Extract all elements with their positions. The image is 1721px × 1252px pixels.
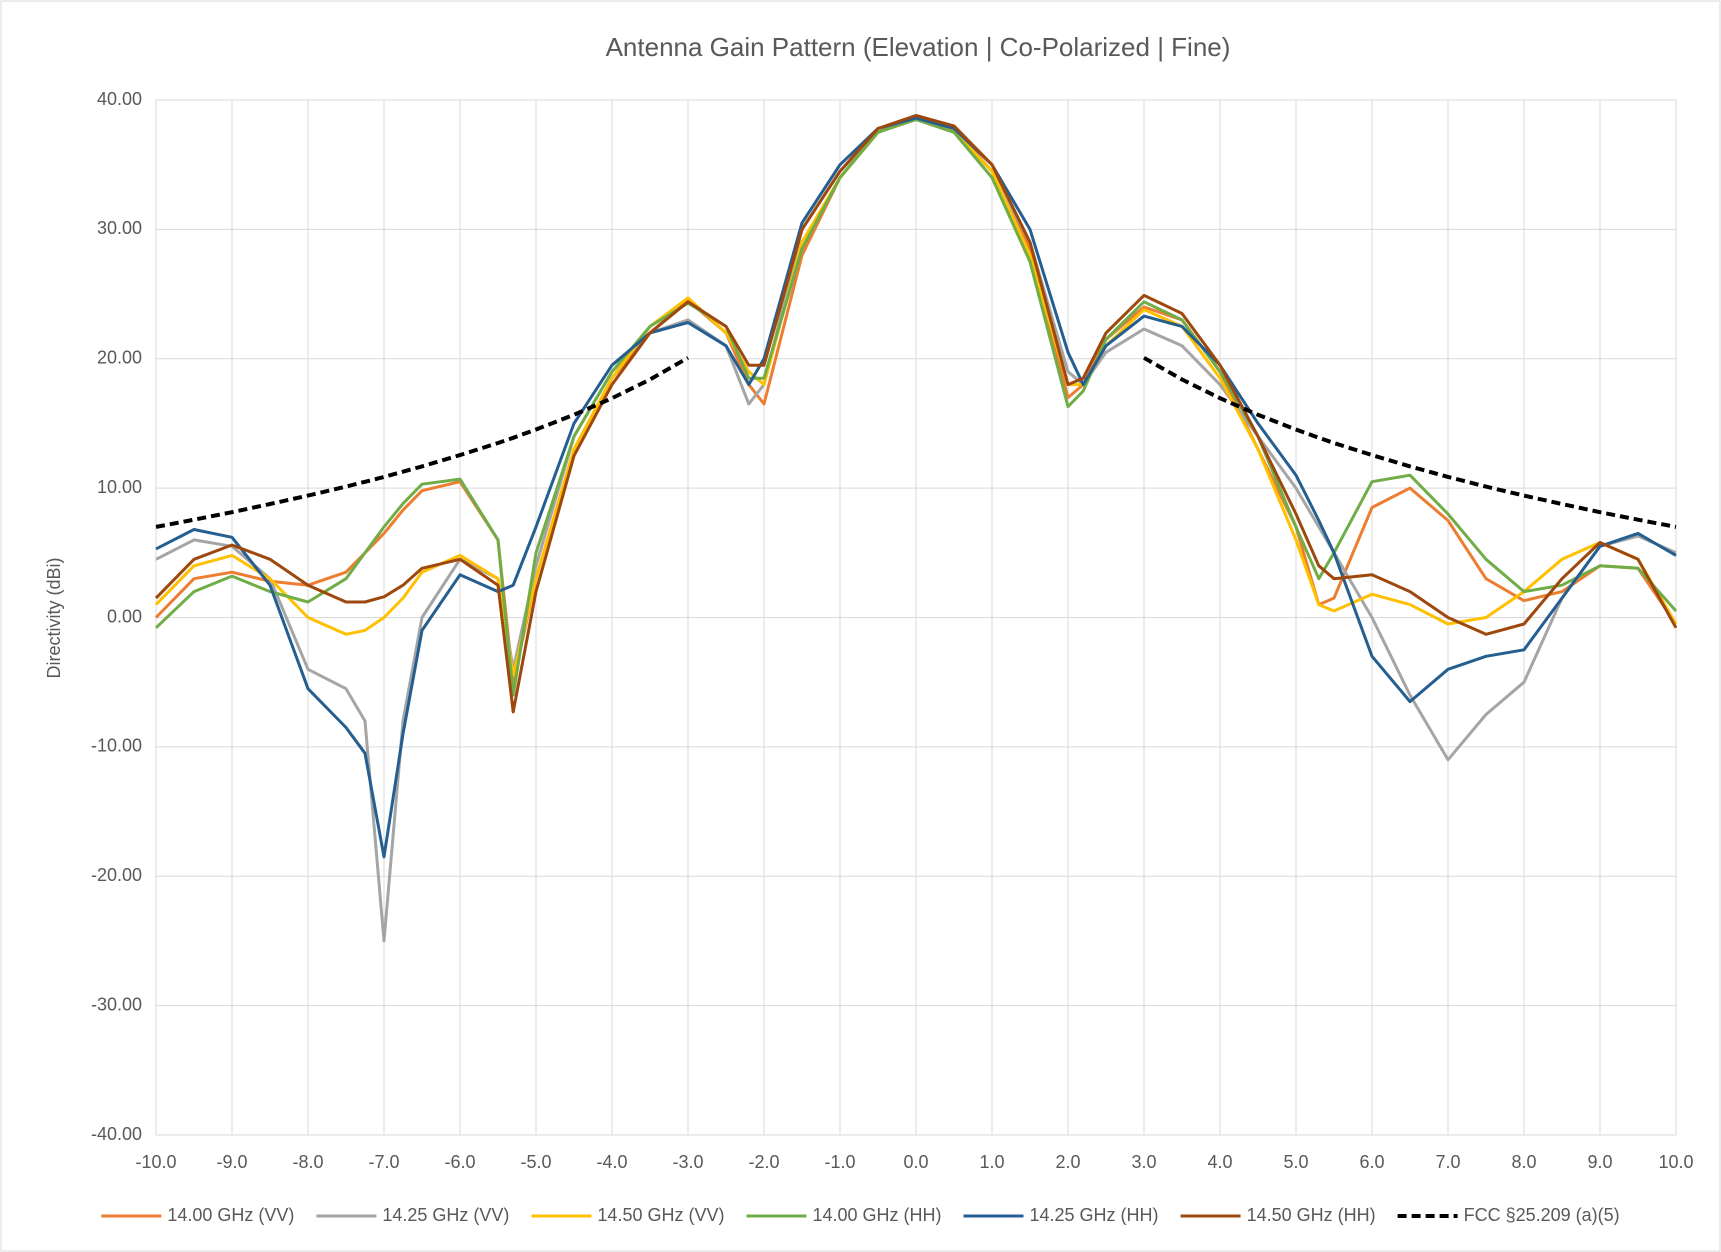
x-tick-label: -9.0 bbox=[216, 1152, 247, 1172]
y-tick-label: 40.00 bbox=[97, 89, 142, 109]
series-line bbox=[154, 117, 1678, 697]
y-tick-label: 20.00 bbox=[97, 348, 142, 368]
x-tick-label: 5.0 bbox=[1283, 1152, 1308, 1172]
y-tick-label: 30.00 bbox=[97, 218, 142, 238]
x-tick-label: 6.0 bbox=[1359, 1152, 1384, 1172]
x-tick-label: -7.0 bbox=[368, 1152, 399, 1172]
legend-label: FCC §25.209 (a)(5) bbox=[1464, 1205, 1620, 1225]
x-tick-label: 1.0 bbox=[979, 1152, 1004, 1172]
x-tick-label: 9.0 bbox=[1587, 1152, 1612, 1172]
legend-label: 14.50 GHz (VV) bbox=[597, 1205, 724, 1225]
x-tick-label: 7.0 bbox=[1435, 1152, 1460, 1172]
x-tick-label: 4.0 bbox=[1207, 1152, 1232, 1172]
chart-title: Antenna Gain Pattern (Elevation | Co-Pol… bbox=[606, 32, 1231, 62]
x-tick-label: -2.0 bbox=[748, 1152, 779, 1172]
y-tick-label: 10.00 bbox=[97, 477, 142, 497]
x-tick-label: -8.0 bbox=[292, 1152, 323, 1172]
x-tick-label: -1.0 bbox=[824, 1152, 855, 1172]
x-tick-label: 10.0 bbox=[1658, 1152, 1693, 1172]
x-tick-label: 0.0 bbox=[903, 1152, 928, 1172]
x-tick-label: -10.0 bbox=[135, 1152, 176, 1172]
x-tick-label: -5.0 bbox=[520, 1152, 551, 1172]
y-tick-label: -20.00 bbox=[91, 865, 142, 885]
x-tick-label: 2.0 bbox=[1055, 1152, 1080, 1172]
legend-label: 14.25 GHz (HH) bbox=[1030, 1205, 1159, 1225]
x-tick-label: -3.0 bbox=[672, 1152, 703, 1172]
x-tick-label: 8.0 bbox=[1511, 1152, 1536, 1172]
y-tick-label: 0.00 bbox=[107, 606, 142, 626]
y-axis-label: Directivity (dBi) bbox=[44, 557, 64, 678]
series-line bbox=[154, 114, 1678, 714]
y-tick-label: -40.00 bbox=[91, 1124, 142, 1144]
legend: 14.00 GHz (VV) 14.25 GHz (VV) 14.50 GHz (V… bbox=[101, 1205, 1620, 1225]
y-tick-label: -30.00 bbox=[91, 994, 142, 1014]
series-line bbox=[155, 356, 1677, 529]
x-tick-label: 3.0 bbox=[1131, 1152, 1156, 1172]
legend-label: 14.50 GHz (HH) bbox=[1247, 1205, 1376, 1225]
x-tick-label: -6.0 bbox=[444, 1152, 475, 1172]
legend-label: 14.00 GHz (VV) bbox=[167, 1205, 294, 1225]
y-tick-label: -10.00 bbox=[91, 736, 142, 756]
x-tick-label: -4.0 bbox=[596, 1152, 627, 1172]
legend-label: 14.25 GHz (VV) bbox=[382, 1205, 509, 1225]
legend-label: 14.00 GHz (HH) bbox=[812, 1205, 941, 1225]
